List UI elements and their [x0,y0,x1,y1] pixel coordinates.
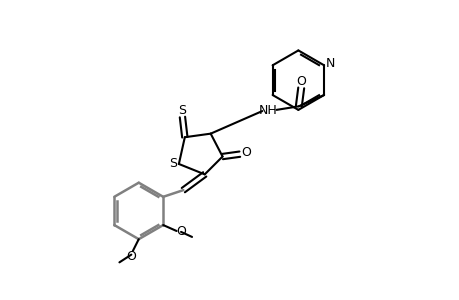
Text: NH: NH [258,104,277,117]
Text: O: O [176,225,185,239]
Text: S: S [178,104,186,117]
Text: S: S [168,158,177,170]
Text: O: O [296,75,306,88]
Text: O: O [126,250,136,263]
Text: N: N [325,57,334,70]
Text: O: O [241,146,251,159]
